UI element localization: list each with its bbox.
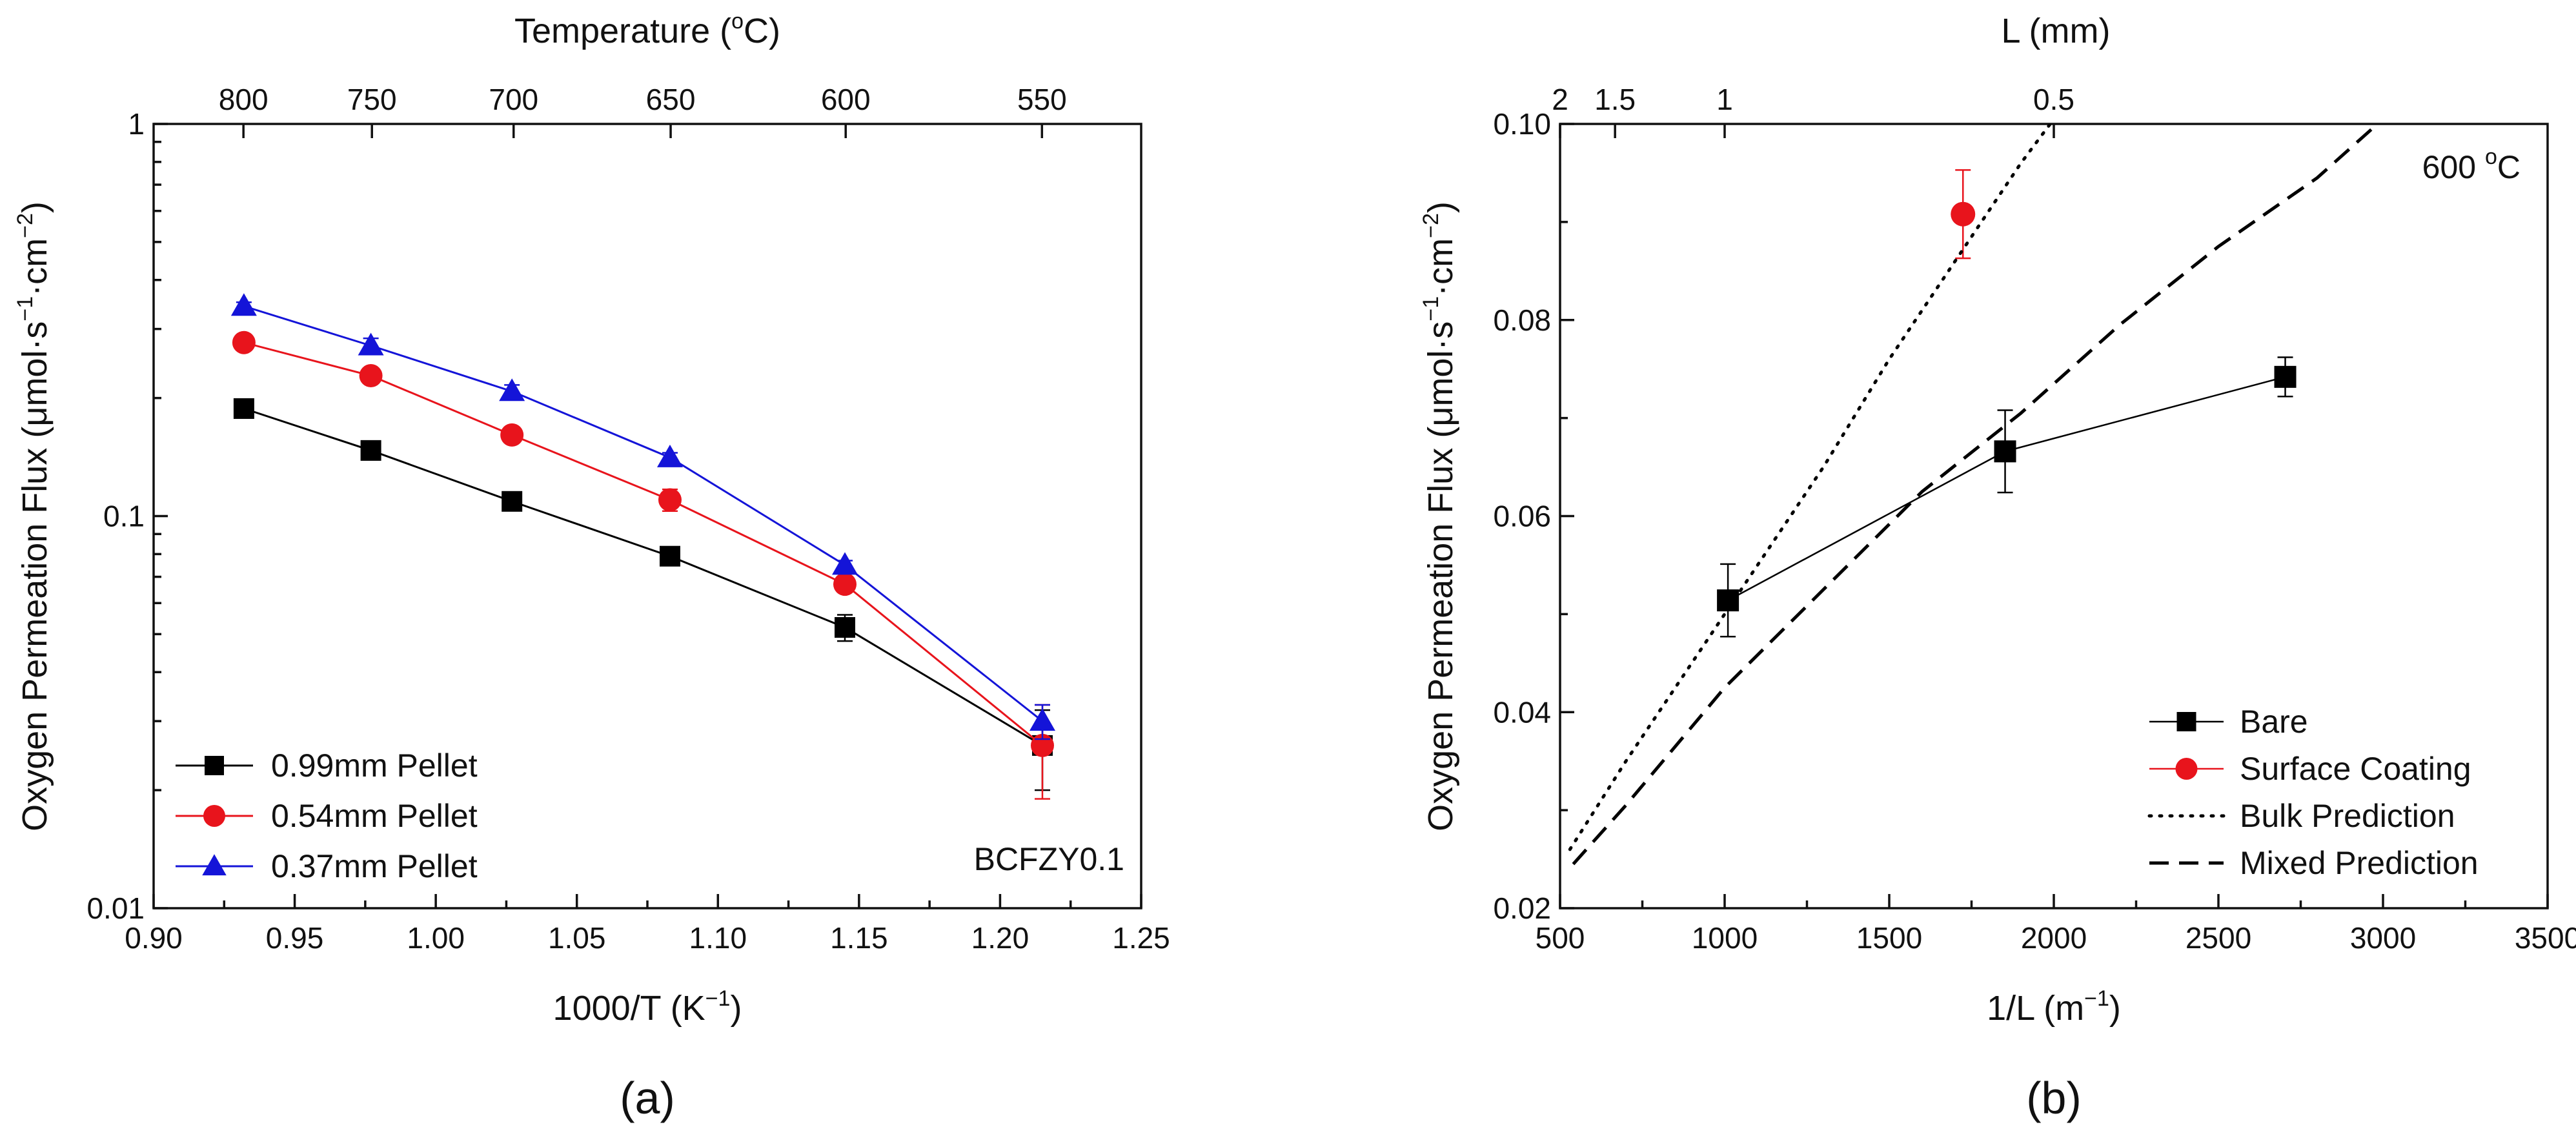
caption-a: (a) xyxy=(620,1073,675,1123)
legend-b: Bare Surface Coating Bulk Prediction Mixed … xyxy=(2147,704,2479,881)
x-tick-labels-a: 0.90 0.95 1.00 1.05 1.10 1.15 1.20 1.25 xyxy=(125,921,1170,955)
x-tick-label-a: 0.95 xyxy=(266,921,324,955)
y-tick-label-b: 0.08 xyxy=(1493,303,1551,337)
top-tick-label-b: 0.5 xyxy=(2033,83,2074,116)
top-tick-labels-b: 2 1.5 1 0.5 xyxy=(1552,83,2074,116)
caption-b: (b) xyxy=(2026,1073,2082,1123)
x-tick-label-b: 3000 xyxy=(2350,921,2416,955)
annotation-temperature: 600 oC xyxy=(2422,145,2520,185)
data-point-b-0 xyxy=(2274,365,2297,388)
y-tick-labels-b: 0.02 0.04 0.06 0.08 0.10 xyxy=(1493,107,1551,925)
top-tick-labels-a: 800 750 700 650 600 550 xyxy=(219,83,1067,116)
series-line-b-2 xyxy=(1568,124,2053,851)
y-tick-label-a: 0.1 xyxy=(103,500,145,533)
data-point-a-1 xyxy=(500,423,524,447)
y-tick-label-b: 0.10 xyxy=(1493,107,1551,141)
plot-frame-b xyxy=(1559,123,2549,909)
annotation-bcfzy: BCFZY0.1 xyxy=(974,841,1124,877)
y-axis-label-a: Oxygen Permeation Flux (μmol·s−1·cm−2) xyxy=(13,201,54,831)
data-point-a-0 xyxy=(502,491,523,512)
top-tick-label-b: 1 xyxy=(1716,83,1733,116)
top-tick-label-a: 700 xyxy=(489,83,538,116)
y-tick-label-b: 0.02 xyxy=(1493,891,1551,925)
data-point-a-1 xyxy=(833,573,857,596)
x-tick-labels-b: 500 1000 1500 2000 2500 3000 3500 xyxy=(1536,921,2576,955)
data-point-a-2 xyxy=(1029,708,1055,731)
chart-panel-a: 0.90 0.95 1.00 1.05 1.10 1.15 1.20 1.25 0.01 0.1… xyxy=(13,9,1170,1123)
data-point-a-0 xyxy=(835,617,855,638)
data-marks-b xyxy=(1568,124,2380,866)
top-tick-label-b: 1.5 xyxy=(1594,83,1636,116)
data-point-a-1 xyxy=(658,488,682,512)
x-tick-label-b: 1000 xyxy=(1692,921,1758,955)
x-tick-label-a: 1.05 xyxy=(548,921,606,955)
x-tick-label-b: 3500 xyxy=(2515,921,2576,955)
data-point-a-2 xyxy=(832,552,858,575)
top-tick-label-a: 650 xyxy=(646,83,696,116)
data-point-a-2 xyxy=(358,332,384,356)
y-tick-label-a: 1 xyxy=(128,107,145,141)
data-point-a-1 xyxy=(359,364,383,388)
data-marks-a xyxy=(230,293,1055,800)
x-tick-label-b: 2500 xyxy=(2186,921,2251,955)
series-line-b-3 xyxy=(1572,124,2380,866)
legend-label-b-2: Bulk Prediction xyxy=(2240,798,2455,834)
top-tick-label-a: 800 xyxy=(219,83,269,116)
legend-marker-a-1 xyxy=(203,805,225,827)
x-axis-label-b: 1/L (m−1) xyxy=(1987,986,2121,1028)
chart-panel-b: 500 1000 1500 2000 2500 3000 3500 0.02 0.04 0.06… xyxy=(1419,12,2576,1123)
legend-marker-a-0 xyxy=(205,756,224,775)
x-tick-label-a: 1.00 xyxy=(407,921,465,955)
x-tick-label-b: 500 xyxy=(1536,921,1585,955)
data-point-a-2 xyxy=(656,444,683,467)
data-point-b-0 xyxy=(1994,440,2016,463)
x-tick-label-a: 0.90 xyxy=(125,921,183,955)
legend-label-b-3: Mixed Prediction xyxy=(2240,845,2479,881)
y-tick-label-b: 0.06 xyxy=(1493,500,1551,533)
y-tick-labels-a: 0.01 0.1 1 xyxy=(86,107,145,925)
legend-marker-a-2 xyxy=(202,854,227,876)
top-axis-label-b: L (mm) xyxy=(2002,12,2111,50)
series-line-a-0 xyxy=(243,407,1043,747)
data-point-a-2 xyxy=(230,293,257,316)
series-line-a-2 xyxy=(243,305,1043,722)
legend-marker-b-1 xyxy=(2175,758,2198,780)
data-point-a-2 xyxy=(499,378,525,401)
y-tick-label-a: 0.01 xyxy=(86,891,145,925)
data-point-b-1 xyxy=(1951,201,1976,227)
axis-ticks-b xyxy=(1559,123,2549,909)
x-tick-label-a: 1.10 xyxy=(689,921,747,955)
legend-a: 0.99mm Pellet 0.54mm Pellet 0.37mm Pellet xyxy=(176,747,478,884)
y-tick-label-b: 0.04 xyxy=(1493,695,1551,729)
x-tick-label-b: 1500 xyxy=(1856,921,1922,955)
data-point-a-1 xyxy=(232,330,256,354)
x-tick-label-a: 1.20 xyxy=(971,921,1029,955)
data-point-a-0 xyxy=(659,545,680,567)
top-tick-label-a: 550 xyxy=(1017,83,1067,116)
legend-label-a-2: 0.37mm Pellet xyxy=(271,848,478,884)
x-tick-label-a: 1.25 xyxy=(1112,921,1170,955)
legend-label-a-0: 0.99mm Pellet xyxy=(271,747,478,784)
top-tick-label-a: 750 xyxy=(347,83,397,116)
plot-frame-a xyxy=(152,123,1142,909)
top-tick-label-a: 600 xyxy=(821,83,871,116)
legend-label-b-0: Bare xyxy=(2240,704,2308,740)
y-axis-label-b: Oxygen Permeation Flux (μmol·s−1·cm−2) xyxy=(1419,201,1460,831)
legend-marker-b-0 xyxy=(2176,712,2196,731)
data-point-a-0 xyxy=(360,440,381,461)
top-tick-label-b: 2 xyxy=(1552,83,1568,116)
x-tick-label-a: 1.15 xyxy=(830,921,888,955)
series-line-a-1 xyxy=(243,341,1043,747)
legend-label-b-1: Surface Coating xyxy=(2240,751,2471,787)
legend-label-a-1: 0.54mm Pellet xyxy=(271,798,478,834)
axis-ticks-a xyxy=(152,123,1142,909)
x-tick-label-b: 2000 xyxy=(2021,921,2087,955)
data-point-a-0 xyxy=(233,398,254,419)
top-axis-label-a: Temperature (oC) xyxy=(514,9,780,50)
x-axis-label-a: 1000/T (K−1) xyxy=(553,986,742,1028)
